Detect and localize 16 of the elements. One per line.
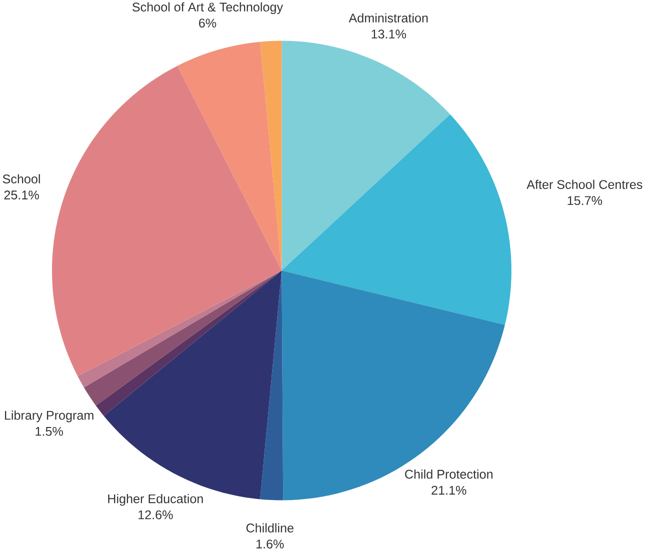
slice-label: Administration	[348, 13, 428, 23]
data-label: 1.6%	[256, 540, 284, 549]
data-label: 13.1%	[372, 30, 406, 39]
data-label: 15.7%	[568, 196, 602, 206]
slice-label: Library Program	[4, 410, 94, 422]
slice-label: School	[2, 174, 40, 184]
data-label: 6%	[199, 18, 216, 28]
slice-label: School of Art & Technology	[132, 2, 284, 14]
slice-label: Child Protection	[405, 470, 492, 479]
slice-label: Higher Education	[108, 494, 203, 506]
data-label: 1.5%	[36, 427, 63, 436]
slice-label: After School Centres	[526, 180, 642, 190]
slice-label: Childline	[246, 523, 294, 533]
data-label: 21.1%	[432, 486, 466, 495]
data-label: 25.1%	[4, 190, 39, 200]
data-label: 12.6%	[138, 510, 173, 520]
